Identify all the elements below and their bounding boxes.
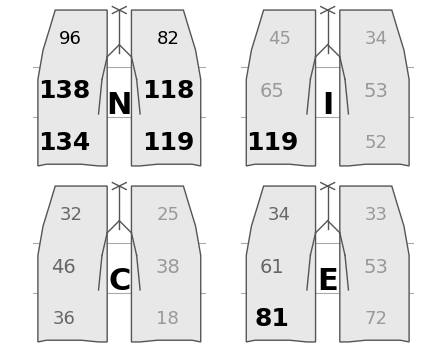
Polygon shape bbox=[131, 10, 201, 166]
Text: 45: 45 bbox=[268, 31, 291, 49]
Text: 119: 119 bbox=[246, 131, 299, 156]
Polygon shape bbox=[340, 10, 409, 166]
Text: 52: 52 bbox=[365, 134, 388, 152]
Text: 65: 65 bbox=[260, 82, 285, 101]
Text: 38: 38 bbox=[156, 258, 180, 277]
Text: 53: 53 bbox=[364, 258, 388, 277]
Polygon shape bbox=[246, 186, 316, 342]
Text: E: E bbox=[317, 267, 338, 296]
Text: C: C bbox=[108, 267, 131, 296]
Text: 82: 82 bbox=[156, 31, 179, 49]
Text: 46: 46 bbox=[51, 258, 76, 277]
Text: I: I bbox=[322, 91, 333, 120]
Text: 118: 118 bbox=[142, 80, 194, 103]
Text: 134: 134 bbox=[38, 131, 90, 156]
Polygon shape bbox=[340, 186, 409, 342]
Polygon shape bbox=[131, 186, 201, 342]
Text: 33: 33 bbox=[365, 207, 388, 225]
Text: 25: 25 bbox=[156, 207, 179, 225]
Text: 32: 32 bbox=[59, 207, 82, 225]
Polygon shape bbox=[38, 186, 107, 342]
Text: 18: 18 bbox=[156, 310, 179, 328]
Text: 72: 72 bbox=[365, 310, 388, 328]
Text: 81: 81 bbox=[255, 307, 290, 332]
Text: 61: 61 bbox=[260, 258, 285, 277]
Text: 119: 119 bbox=[142, 131, 194, 156]
Polygon shape bbox=[246, 10, 316, 166]
Text: 96: 96 bbox=[59, 31, 82, 49]
Text: 53: 53 bbox=[364, 82, 388, 101]
Text: 34: 34 bbox=[365, 31, 388, 49]
Text: 34: 34 bbox=[268, 207, 291, 225]
Text: N: N bbox=[107, 91, 132, 120]
Text: 36: 36 bbox=[52, 310, 76, 328]
Polygon shape bbox=[38, 10, 107, 166]
Text: 138: 138 bbox=[38, 80, 90, 103]
